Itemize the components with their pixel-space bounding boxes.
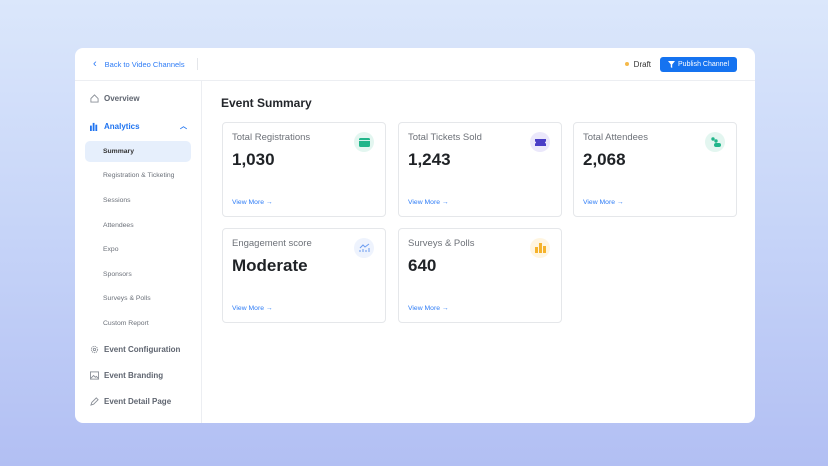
sidebar-item-custom-report[interactable]: Custom Report: [103, 320, 149, 327]
gear-icon: [90, 345, 99, 354]
chevron-up-icon: ︿: [180, 123, 187, 130]
card-value: 2,068: [583, 150, 626, 169]
sidebar-item-expo[interactable]: Expo: [103, 246, 119, 253]
trend-chart-icon: [354, 238, 374, 258]
label: Analytics: [104, 121, 140, 131]
page-title: Event Summary: [221, 96, 312, 110]
image-icon: [90, 371, 99, 380]
view-more-link[interactable]: View More →: [583, 199, 624, 206]
sidebar: Overview Analytics ︿ Summary Registratio…: [75, 81, 202, 423]
label: Overview: [104, 94, 140, 103]
top-bar: ‹ Back to Video Channels Draft Publish C…: [75, 48, 755, 81]
view-more-link[interactable]: View More →: [232, 199, 273, 206]
back-label: Back to Video Channels: [104, 59, 185, 69]
label: Event Configuration: [104, 345, 181, 354]
view-more-link[interactable]: View More →: [408, 305, 449, 312]
status-badge: Draft: [633, 59, 652, 69]
status-dot-icon: [624, 62, 629, 66]
bar-chart-icon: [530, 238, 550, 258]
card-title: Engagement score: [232, 238, 312, 249]
card-title: Total Attendees: [583, 132, 648, 143]
sidebar-item-surveys-polls[interactable]: Surveys & Polls: [103, 295, 151, 302]
sidebar-item-registration-ticketing[interactable]: Registration & Ticketing: [103, 172, 175, 179]
ticket-icon: [530, 132, 550, 152]
main-content: Event Summary Total Registrations 1,030 …: [202, 81, 755, 423]
calendar-icon: [354, 132, 374, 152]
chevron-left-icon: ‹: [93, 58, 97, 70]
filter-icon: [668, 60, 676, 68]
sidebar-item-event-detail-page[interactable]: Event Detail Page: [90, 397, 171, 406]
card-surveys-polls: Surveys & Polls 640 View More →: [398, 228, 562, 323]
selected-highlight: [85, 141, 191, 162]
sidebar-item-summary[interactable]: Summary: [103, 148, 134, 155]
card-value: Moderate: [232, 256, 308, 275]
card-title: Surveys & Polls: [408, 238, 475, 249]
card-title: Total Registrations: [232, 132, 311, 143]
pencil-icon: [90, 397, 99, 406]
publish-channel-button[interactable]: Publish Channel: [660, 56, 737, 72]
label: Event Branding: [104, 371, 164, 380]
sidebar-item-event-configuration[interactable]: Event Configuration: [90, 345, 180, 354]
sidebar-item-sessions[interactable]: Sessions: [103, 197, 131, 204]
card-value: 1,243: [408, 150, 451, 169]
sidebar-item-event-branding[interactable]: Event Branding: [90, 371, 163, 380]
card-value: 1,030: [232, 150, 275, 169]
card-value: 640: [408, 256, 437, 275]
sidebar-item-analytics[interactable]: Analytics ︿: [90, 121, 187, 131]
divider: [196, 58, 198, 70]
card-total-attendees: Total Attendees 2,068 View More →: [573, 122, 737, 217]
app-window: ‹ Back to Video Channels Draft Publish C…: [75, 48, 755, 423]
sidebar-item-attendees[interactable]: Attendees: [103, 222, 134, 229]
card-total-registrations: Total Registrations 1,030 View More →: [222, 122, 386, 217]
card-total-tickets-sold: Total Tickets Sold 1,243 View More →: [398, 122, 562, 217]
label: Event Detail Page: [104, 397, 172, 406]
publish-label: Publish Channel: [678, 60, 729, 68]
card-title: Total Tickets Sold: [408, 132, 482, 143]
view-more-link[interactable]: View More →: [408, 199, 449, 206]
bar-chart-icon: [90, 122, 98, 131]
card-engagement-score: Engagement score Moderate View More →: [222, 228, 386, 323]
back-to-video-channels-link[interactable]: ‹ Back to Video Channels: [93, 58, 185, 70]
sidebar-item-sponsors[interactable]: Sponsors: [103, 271, 132, 278]
people-icon: [705, 132, 725, 152]
home-icon: [90, 94, 99, 103]
view-more-link[interactable]: View More →: [232, 305, 273, 312]
sidebar-item-overview[interactable]: Overview: [90, 94, 140, 103]
